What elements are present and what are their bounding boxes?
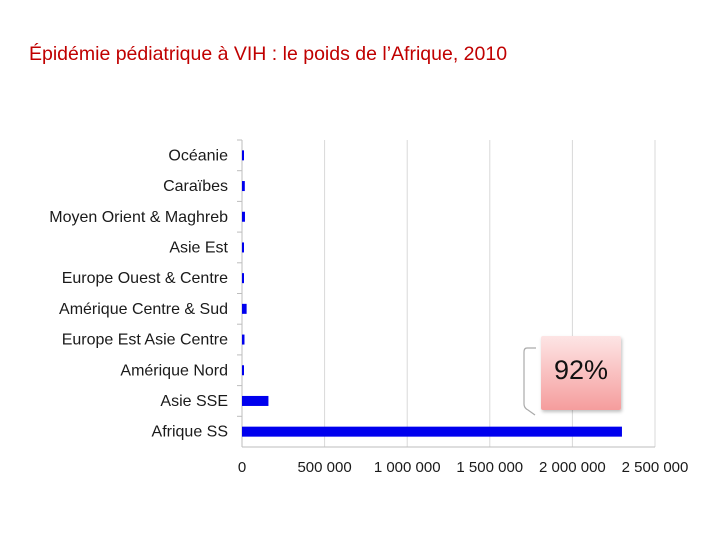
slide-title: Épidémie pédiatrique à VIH : le poids de… [29,43,508,65]
category-label: Moyen Orient & Maghreb [49,209,228,226]
x-tick-label: 1 500 000 [456,459,523,476]
x-tick-label: 2 500 000 [622,459,689,476]
bar [242,181,245,192]
x-tick-label: 1 000 000 [374,459,441,476]
category-label: Europe Est Asie Centre [62,332,228,349]
bar [242,211,245,222]
bar [242,395,269,406]
category-label: Asie Est [169,239,228,256]
bar [242,242,244,253]
category-label: Océanie [168,147,228,164]
bar [242,426,622,437]
bar [242,150,244,161]
bar [242,273,244,284]
callout-label: 92% [553,354,609,385]
category-label: Amérique Nord [120,362,228,379]
bar [242,365,244,376]
category-label: Caraïbes [163,178,228,195]
bar [242,334,245,345]
percentage-callout: 92% [541,336,621,410]
category-label: Amérique Centre & Sud [59,301,228,318]
x-tick-label: 2 000 000 [539,459,606,476]
category-label: Afrique SS [152,424,228,441]
x-tick-label: 500 000 [297,459,351,476]
bar [242,303,247,314]
category-label: Europe Ouest & Centre [62,270,228,287]
category-label: Asie SSE [160,393,228,410]
x-tick-label: 0 [238,459,246,476]
